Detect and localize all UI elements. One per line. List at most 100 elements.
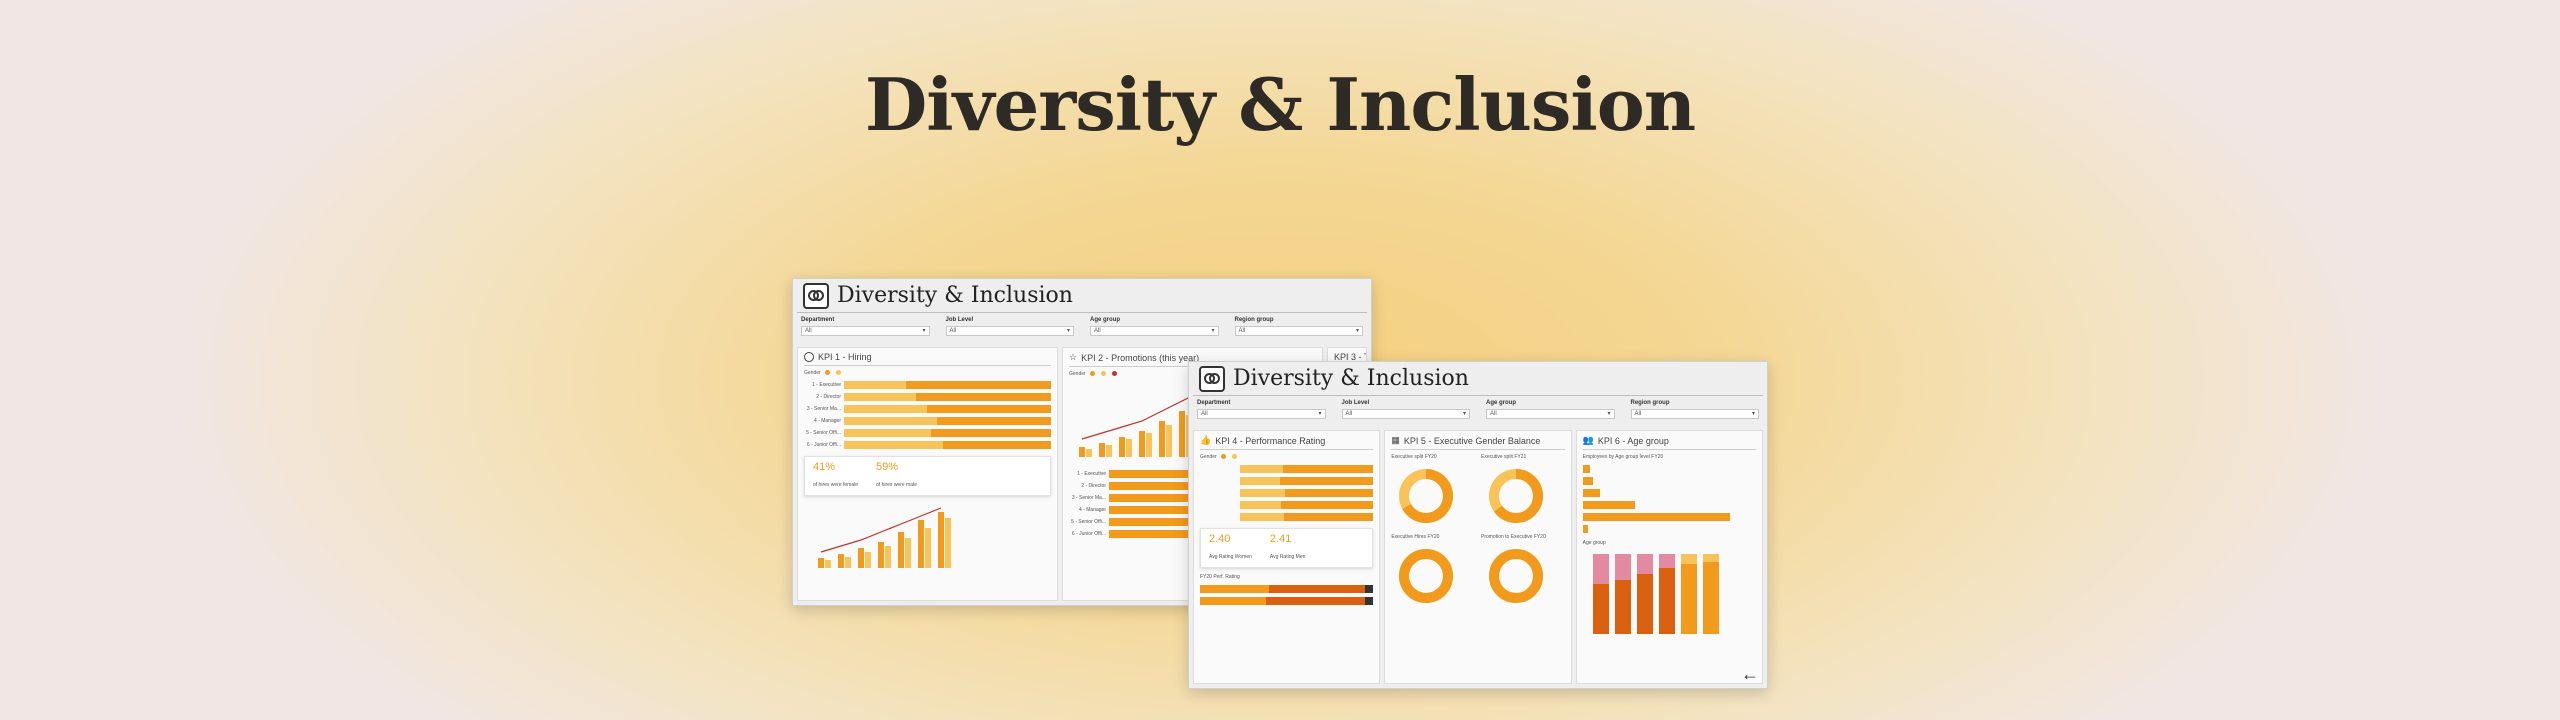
bar-segment — [844, 393, 917, 401]
bar-segment — [1109, 506, 1262, 514]
bar-segment — [1109, 518, 1260, 526]
job-level-filter[interactable]: All — [1341, 409, 1470, 419]
bar-row: 2 - Director — [804, 392, 1051, 402]
bar-row: 6 - Junior Offi... — [804, 440, 1051, 450]
bar-row: 1 - Executive — [804, 380, 1051, 390]
thumbs-up-icon: 👍 — [1200, 435, 1212, 445]
bar-segment — [906, 381, 1051, 389]
bar-row — [1200, 476, 1374, 486]
bar-segment — [844, 441, 944, 449]
avg-rating-women-value: 2.40 — [1209, 533, 1231, 545]
bar-row-label: 1 - Executive — [812, 382, 841, 388]
bar-segment — [1282, 465, 1374, 473]
age-group-label: Age group — [1582, 540, 1606, 546]
kpi2-legend: Gender — [1069, 371, 1316, 377]
bar-segment — [1240, 489, 1286, 497]
male-hires-label: of hires were male — [876, 482, 917, 488]
bar-row-label: 6 - Junior Offi... — [1071, 531, 1106, 537]
female-hires-value: 41% — [813, 461, 836, 473]
bar-segment — [844, 417, 938, 425]
age-bar-row — [1582, 464, 1756, 474]
avg-rating-men-value: 2.41 — [1269, 533, 1292, 545]
filter-label: Job Level — [945, 317, 974, 323]
bar-row-label: 1 - Executive — [1077, 471, 1106, 477]
bar-row: 4 - Manager — [804, 416, 1051, 426]
star-icon: ☆ — [1069, 352, 1078, 362]
bar-segment — [844, 381, 907, 389]
bar-segment — [1281, 501, 1374, 509]
bar-segment — [1240, 513, 1284, 521]
people-icon: 👥 — [1582, 435, 1594, 445]
bar-segment — [1283, 513, 1374, 521]
dashboard-header: Diversity & Inclusion — [1193, 362, 1763, 396]
kpi6-bar-chart — [1582, 464, 1756, 534]
age-bar — [1582, 489, 1600, 497]
age-group-filter[interactable]: All — [1090, 326, 1219, 336]
dashboard-title: Diversity & Inclusion — [1233, 366, 1469, 391]
age-bar-row — [1582, 524, 1756, 534]
dashboard-header: Diversity & Inclusion — [797, 279, 1367, 313]
age-bar-row — [1582, 488, 1756, 498]
donut-chart: Promotion to Executive FY20 — [1481, 534, 1565, 608]
department-filter[interactable]: All — [801, 326, 930, 336]
search-icon — [804, 352, 814, 362]
kpi6-sub-label: Employees by Age group level FY20 — [1582, 454, 1664, 460]
filter-label: Region group — [1630, 400, 1670, 406]
bar-segment — [844, 429, 931, 437]
bar-row-label: 5 - Senior Offi... — [1071, 519, 1106, 525]
donut-label: Promotion to Executive FY20 — [1480, 534, 1546, 540]
kpi1-title: KPI 1 - Hiring — [818, 352, 872, 362]
kpi5-card: ▦ KPI 5 - Executive Gender Balance Execut… — [1384, 430, 1572, 684]
age-bar-row — [1582, 476, 1756, 486]
kpi1-card: KPI 1 - Hiring Gender 1 - Executive 2 - D… — [797, 347, 1058, 601]
dashboard-preview-right: Diversity & Inclusion Department All Job … — [1188, 361, 1768, 689]
female-hires-label: of hires were female — [813, 482, 859, 488]
bar-row-label: 5 - Senior Offi... — [806, 430, 841, 436]
bar-row-label: 2 - Director — [816, 394, 841, 400]
kpi1-stats: 41% of hires were female 59% of hires were… — [804, 456, 1051, 496]
region-group-filter[interactable]: All — [1234, 326, 1363, 336]
filter-label: Age group — [1090, 317, 1120, 323]
donut-chart: Executive split FY20 — [1391, 454, 1475, 528]
bar-row — [1200, 512, 1374, 522]
bar-segment — [844, 405, 927, 413]
age-bar — [1582, 477, 1594, 485]
bar-segment — [930, 429, 1051, 437]
region-group-filter[interactable]: All — [1630, 409, 1759, 419]
bar-segment — [1240, 465, 1283, 473]
kpi4-bar-chart — [1200, 464, 1374, 522]
kpi2-title: KPI 2 - Promotions (this year) — [1081, 352, 1200, 363]
bar-segment — [937, 417, 1051, 425]
avg-rating-men-label: Avg Rating Men — [1269, 554, 1306, 560]
kpi6-stacked-columns — [1592, 554, 1719, 634]
bar-segment — [916, 393, 1051, 401]
donut-label: Executive split FY21 — [1480, 454, 1527, 460]
bar-segment — [1240, 501, 1282, 509]
filter-label: Region group — [1234, 317, 1274, 323]
bar-row: 5 - Senior Offi... — [804, 428, 1051, 438]
kpi4-stats: 2.40 Avg Rating Women 2.41 Avg Rating Men — [1200, 528, 1374, 568]
perf-rating-label: FY20 Perf. Rating — [1200, 574, 1240, 580]
kpi1-bar-chart: 1 - Executive 2 - Director 3 - Senior Ma..… — [804, 380, 1051, 450]
filter-label: Department — [1197, 400, 1231, 406]
bar-segment — [1279, 477, 1374, 485]
back-arrow-icon[interactable]: ← — [1741, 664, 1759, 684]
bar-segment — [943, 441, 1051, 449]
donut-chart: Executive Hires FY20 — [1391, 534, 1475, 608]
filter-label: Job Level — [1341, 400, 1370, 406]
dashboard-title: Diversity & Inclusion — [837, 283, 1073, 308]
donut-label: Executive split FY20 — [1391, 454, 1437, 460]
kpi4-legend: Gender — [1200, 454, 1373, 460]
age-group-filter[interactable]: All — [1486, 409, 1615, 419]
kpi1-legend: Gender — [804, 370, 1051, 376]
job-level-filter[interactable]: All — [945, 326, 1074, 336]
male-hires-value: 59% — [876, 461, 899, 473]
department-filter[interactable]: All — [1197, 409, 1326, 419]
bar-row — [1200, 464, 1374, 474]
donut-label: Executive Hires FY20 — [1391, 534, 1440, 540]
bar-segment — [1109, 530, 1263, 538]
bar-row-label: 6 - Junior Offi... — [806, 442, 841, 448]
kpi6-card: 👥 KPI 6 - Age group Employees by Age grou… — [1575, 430, 1763, 684]
kpi3-title: KPI 3 - Turnover Rate (FY20 leavers) — [1334, 352, 1366, 362]
